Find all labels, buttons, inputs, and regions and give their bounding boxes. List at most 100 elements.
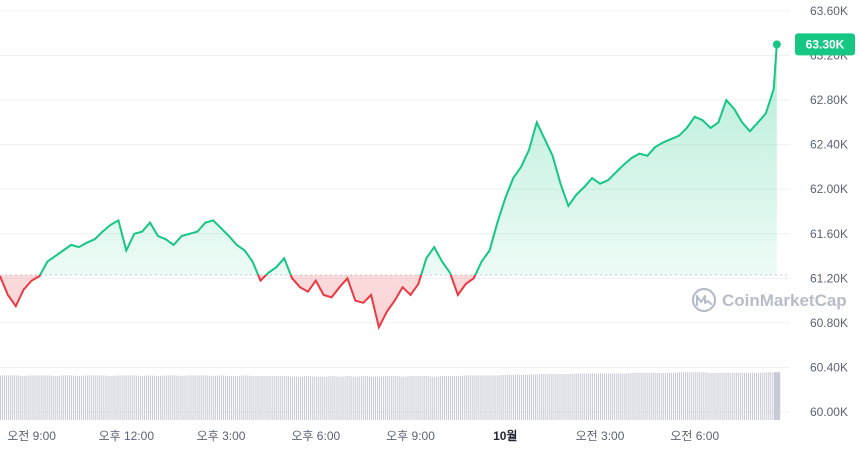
volume-bar xyxy=(349,376,351,420)
y-axis: 63.60K63.20K62.80K62.40K62.00K61.60K61.2… xyxy=(810,4,848,419)
volume-bar xyxy=(327,376,329,420)
volume-bar xyxy=(138,375,140,420)
volume-bar xyxy=(5,375,7,420)
volume-bar xyxy=(130,375,132,420)
volume-bar xyxy=(611,373,613,420)
volume-bar xyxy=(183,375,185,420)
volume-bar xyxy=(286,376,288,420)
volume-bar xyxy=(499,375,501,420)
x-tick-label: 오전 9:00 xyxy=(7,429,56,443)
volume-bar xyxy=(710,372,712,420)
volume-bar xyxy=(246,375,248,420)
volume-bar xyxy=(57,375,59,420)
volume-bar xyxy=(629,373,631,420)
y-tick-label: 60.00K xyxy=(810,405,848,419)
volume-bar xyxy=(605,373,607,420)
volume-bar xyxy=(225,375,226,420)
volume-bar xyxy=(82,375,84,420)
volume-bar xyxy=(769,372,771,420)
volume-bar xyxy=(457,375,459,420)
volume-bar xyxy=(153,375,155,420)
volume-bar xyxy=(41,375,43,420)
volume-bar xyxy=(619,373,621,420)
volume-bar xyxy=(339,376,341,420)
volume-bar xyxy=(645,372,647,420)
volume-bar xyxy=(568,374,570,420)
current-price-badge: 63.30K xyxy=(795,33,855,56)
volume-bar xyxy=(394,375,396,420)
volume-bar xyxy=(667,372,669,420)
volume-bar xyxy=(684,372,686,420)
volume-bar xyxy=(659,372,661,420)
volume-bar xyxy=(175,375,177,420)
volume-bar xyxy=(775,372,777,420)
volume-bar xyxy=(268,375,270,420)
volume-bar xyxy=(430,376,432,420)
volume-bar xyxy=(750,372,751,420)
volume-bar xyxy=(471,375,473,420)
volume-bar xyxy=(78,375,80,420)
volume-bar xyxy=(193,375,195,420)
volume-bar xyxy=(528,374,530,420)
volume-bar xyxy=(11,375,13,420)
volume-bar xyxy=(63,375,65,420)
volume-bar xyxy=(264,375,266,420)
volume-bar xyxy=(148,375,150,420)
volume-bar xyxy=(317,376,319,420)
volume-bar xyxy=(720,372,722,420)
volume-bar xyxy=(753,372,755,420)
volume-bar xyxy=(3,375,5,420)
volume-bar xyxy=(546,374,548,420)
volume-bar xyxy=(641,372,643,420)
volume-bar xyxy=(86,375,88,420)
volume-bar xyxy=(584,373,586,420)
volume-bar xyxy=(649,372,651,420)
volume-bar xyxy=(292,376,294,420)
volume-bar xyxy=(617,373,619,420)
volume-bar xyxy=(331,375,333,420)
volume-bar xyxy=(71,375,73,420)
volume-bar xyxy=(201,375,203,420)
volume-bar xyxy=(740,372,742,420)
volume-bar xyxy=(416,375,418,420)
volume-bar xyxy=(116,375,118,420)
volume-bar xyxy=(303,376,305,420)
volume-bar xyxy=(590,373,592,420)
volume-bar xyxy=(65,375,67,420)
y-tick-label: 62.00K xyxy=(810,182,848,196)
volume-bar xyxy=(511,374,513,420)
volume-bar xyxy=(586,373,588,420)
volume-bar xyxy=(601,373,603,420)
volume-bar xyxy=(347,375,349,420)
volume-bar xyxy=(382,376,384,420)
volume-bar xyxy=(280,375,282,420)
volume-bar xyxy=(552,374,554,420)
volume-bar xyxy=(736,372,738,420)
volume-bars xyxy=(0,372,781,420)
volume-bar xyxy=(712,372,714,420)
volume-bar xyxy=(627,373,629,420)
volume-bar xyxy=(442,375,444,420)
volume-bar xyxy=(270,375,272,420)
volume-bar xyxy=(386,375,388,420)
volume-bar xyxy=(483,375,485,420)
volume-bar xyxy=(118,375,120,420)
volume-bar xyxy=(755,372,757,420)
volume-bar xyxy=(140,375,142,420)
current-price-dot xyxy=(772,40,781,49)
volume-bar xyxy=(558,374,560,420)
volume-bar xyxy=(375,376,376,420)
volume-bar xyxy=(27,375,29,420)
volume-bar xyxy=(412,375,414,420)
volume-bar xyxy=(448,375,450,420)
volume-bar xyxy=(542,374,544,420)
volume-bar xyxy=(84,375,86,420)
volume-bar xyxy=(278,375,280,420)
volume-bar xyxy=(248,375,250,420)
volume-bar xyxy=(177,375,179,420)
y-tick-label: 60.40K xyxy=(810,360,848,374)
volume-bar xyxy=(390,375,392,420)
volume-bar xyxy=(96,375,98,420)
volume-bar xyxy=(550,374,552,420)
